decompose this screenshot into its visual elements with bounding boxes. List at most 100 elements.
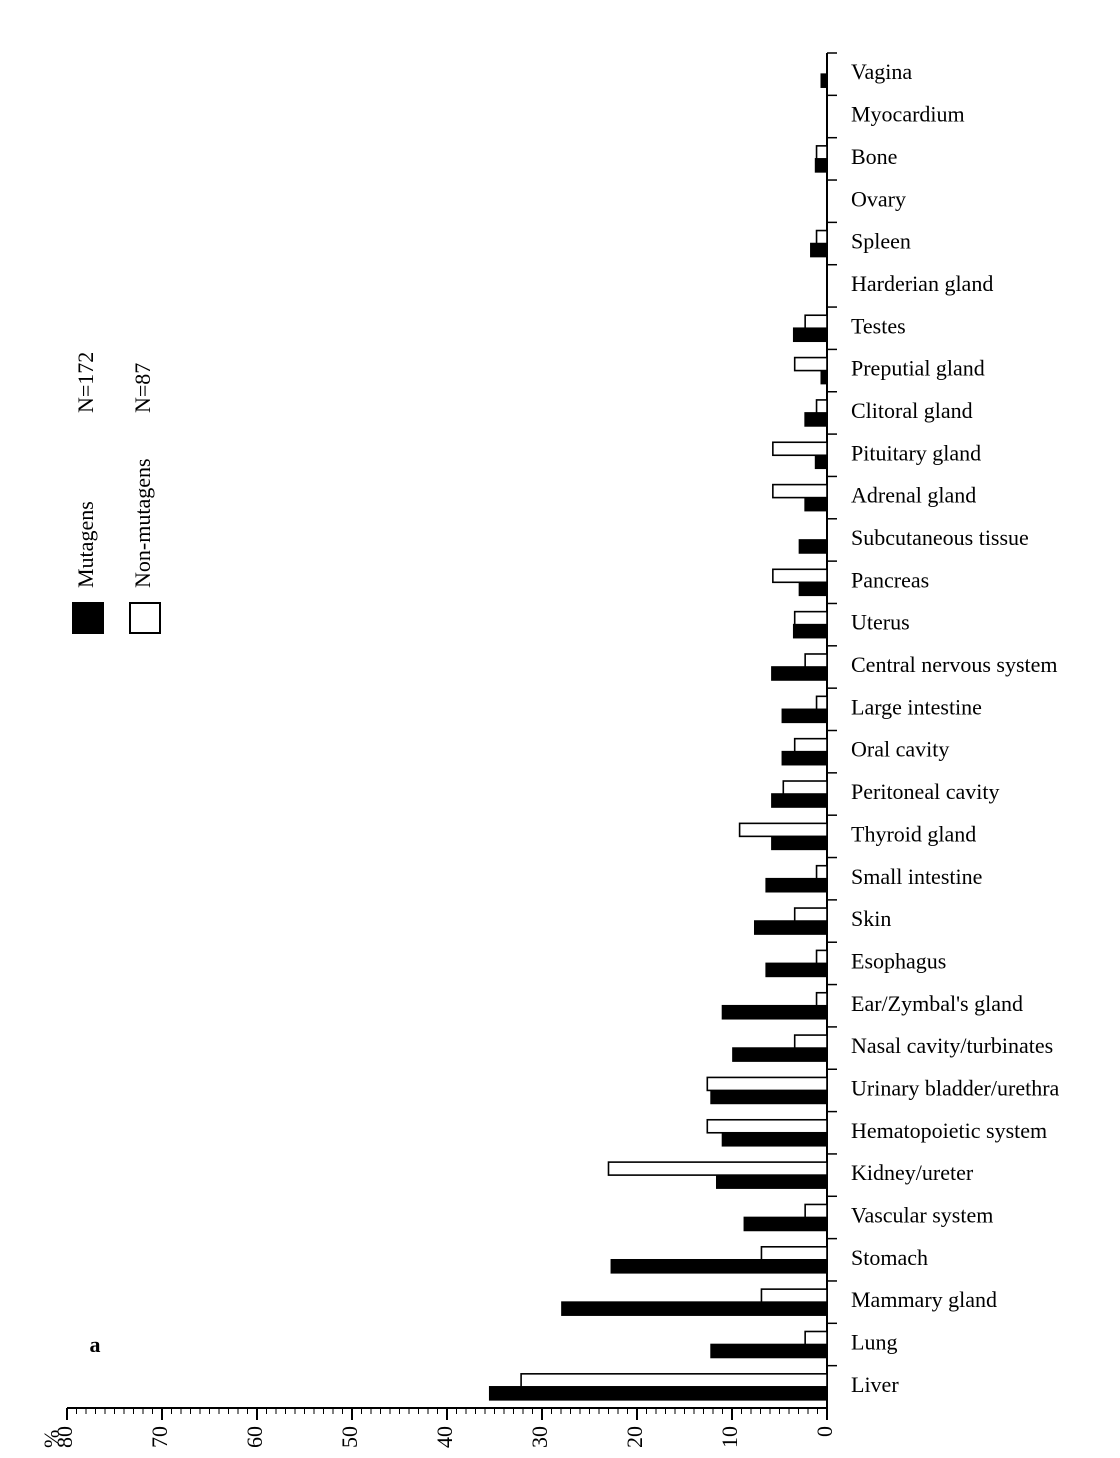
bar-mutagens-lung [710, 1343, 828, 1359]
bar-mutagens-skin [753, 920, 828, 935]
bar-non-mutagens-liver [520, 1373, 828, 1388]
category-label-central-nervous-system: Central nervous system [851, 652, 1058, 677]
category-label-harderian-gland: Harderian gland [851, 271, 993, 296]
bar-mutagens-stomach [610, 1258, 828, 1274]
category-label-oral-cavity: Oral cavity [851, 737, 949, 762]
bar-mutagens-liver [488, 1386, 828, 1401]
bar-mutagens-pituitary-gland [814, 454, 828, 470]
bar-mutagens-ear-zymbal-s-gland [721, 1004, 828, 1020]
bar-non-mutagens-pituitary-gland [772, 441, 828, 457]
legend-swatch-non-mutagens [129, 602, 161, 634]
category-label-urinary-bladder-urethra: Urinary bladder/urethra [851, 1075, 1060, 1100]
bar-non-mutagens-peritoneal-cavity [782, 780, 828, 795]
bar-non-mutagens-hematopoietic-system [706, 1118, 828, 1134]
bar-non-mutagens-kidney-ureter [607, 1161, 828, 1176]
category-label-esophagus: Esophagus [851, 948, 946, 973]
bar-non-mutagens-uterus [793, 610, 828, 626]
category-label-bone: Bone [851, 144, 897, 169]
tick-label: 40 [432, 1426, 457, 1448]
bar-non-mutagens-spleen [815, 229, 828, 245]
bar-non-mutagens-esophagus [815, 949, 828, 965]
bar-non-mutagens-skin [793, 907, 828, 922]
bar-non-mutagens-small-intestine [815, 864, 828, 880]
bar-mutagens-oral-cavity [781, 750, 828, 766]
tick-label: 50 [337, 1426, 362, 1448]
category-label-pituitary-gland: Pituitary gland [851, 440, 981, 465]
bar-non-mutagens-stomach [760, 1245, 828, 1261]
category-label-testes: Testes [851, 313, 906, 338]
category-label-small-intestine: Small intestine [851, 864, 982, 889]
legend-count-mutagens: N=172 [73, 352, 98, 413]
category-label-pancreas: Pancreas [851, 567, 929, 592]
category-label-ear-zymbal-s-gland: Ear/Zymbal's gland [851, 991, 1023, 1016]
tick-label: 70 [147, 1426, 172, 1448]
value-axis: 0 10 20 30 40 50 60 70 80 [52, 52, 837, 1448]
bar-mutagens-vascular-system [743, 1216, 828, 1232]
chart-rotated-group: 0 10 20 30 40 50 60 70 80 Liver Lung Mammary gland… [39, 52, 1060, 1448]
category-label-uterus: Uterus [851, 610, 910, 635]
category-label-vagina: Vagina [851, 59, 912, 84]
bar-mutagens-testes [792, 327, 828, 343]
tick-label: 80 [52, 1426, 77, 1448]
tick-label: 30 [527, 1426, 552, 1448]
bar-mutagens-esophagus [765, 962, 828, 978]
bar-non-mutagens-testes [804, 314, 828, 330]
bar-mutagens-clitoral-gland [804, 412, 828, 427]
category-label-ovary: Ovary [851, 186, 906, 211]
bar-non-mutagens-thyroid-gland [738, 822, 828, 838]
bar-mutagens-pancreas [798, 581, 828, 597]
bar-non-mutagens-urinary-bladder-urethra [706, 1076, 828, 1092]
bar-non-mutagens-adrenal-gland [772, 483, 828, 499]
bar-non-mutagens-vascular-system [804, 1203, 828, 1219]
category-labels: Liver Lung Mammary gland Stomach Vascular sy… [851, 59, 1060, 1397]
category-label-thyroid-gland: Thyroid gland [851, 821, 976, 846]
category-label-subcutaneous-tissue: Subcutaneous tissue [851, 525, 1029, 550]
bar-mutagens-urinary-bladder-urethra [710, 1089, 828, 1105]
category-label-stomach: Stomach [851, 1245, 928, 1270]
category-label-nasal-cavity-turbinates: Nasal cavity/turbinates [851, 1033, 1053, 1058]
bar-group [488, 73, 828, 1401]
bar-mutagens-preputial-gland [820, 369, 828, 385]
bar-mutagens-spleen [810, 242, 828, 258]
axis-title: % [39, 1430, 64, 1448]
bar-non-mutagens-large-intestine [815, 695, 828, 711]
bar-non-mutagens-preputial-gland [793, 356, 828, 372]
bar-non-mutagens-oral-cavity [793, 737, 828, 753]
category-label-mammary-gland: Mammary gland [851, 1287, 997, 1312]
bar-mutagens-large-intestine [781, 708, 828, 724]
tick-label: 10 [717, 1426, 742, 1448]
bar-mutagens-kidney-ureter [715, 1174, 828, 1189]
category-label-peritoneal-cavity: Peritoneal cavity [851, 779, 999, 804]
bar-mutagens-hematopoietic-system [721, 1131, 828, 1147]
bar-non-mutagens-ear-zymbal-s-gland [815, 991, 828, 1007]
bar-mutagens-mammary-gland [561, 1301, 828, 1316]
tick-label: 20 [622, 1426, 647, 1448]
bar-mutagens-central-nervous-system [771, 666, 828, 681]
category-label-clitoral-gland: Clitoral gland [851, 398, 973, 423]
bar-non-mutagens-pancreas [772, 568, 828, 584]
panel-label: a [90, 1332, 101, 1357]
bar-mutagens-vagina [820, 73, 828, 88]
category-label-skin: Skin [851, 906, 891, 931]
bar-mutagens-adrenal-gland [804, 496, 828, 512]
category-label-adrenal-gland: Adrenal gland [851, 483, 976, 508]
category-label-spleen: Spleen [851, 229, 911, 254]
bar-mutagens-bone [814, 158, 828, 173]
category-label-preputial-gland: Preputial gland [851, 356, 985, 381]
category-label-myocardium: Myocardium [851, 102, 965, 127]
legend-swatch-mutagens [72, 602, 104, 634]
category-label-vascular-system: Vascular system [851, 1203, 993, 1228]
category-label-lung: Lung [851, 1330, 897, 1355]
tick-label: 0 [812, 1426, 837, 1437]
bar-non-mutagens-nasal-cavity-turbinates [793, 1034, 828, 1049]
bar-mutagens-peritoneal-cavity [771, 793, 828, 808]
legend-count-non-mutagens: N=87 [130, 363, 155, 413]
bar-mutagens-uterus [792, 623, 828, 639]
category-label-large-intestine: Large intestine [851, 694, 982, 719]
bar-mutagens-thyroid-gland [771, 835, 828, 851]
legend-label-non-mutagens: Non-mutagens [130, 458, 155, 588]
bar-mutagens-small-intestine [765, 877, 828, 893]
bar-non-mutagens-mammary-gland [760, 1288, 828, 1303]
legend: Mutagens N=172 Non-mutagens N=87 [72, 352, 161, 634]
bar-non-mutagens-lung [804, 1330, 828, 1346]
